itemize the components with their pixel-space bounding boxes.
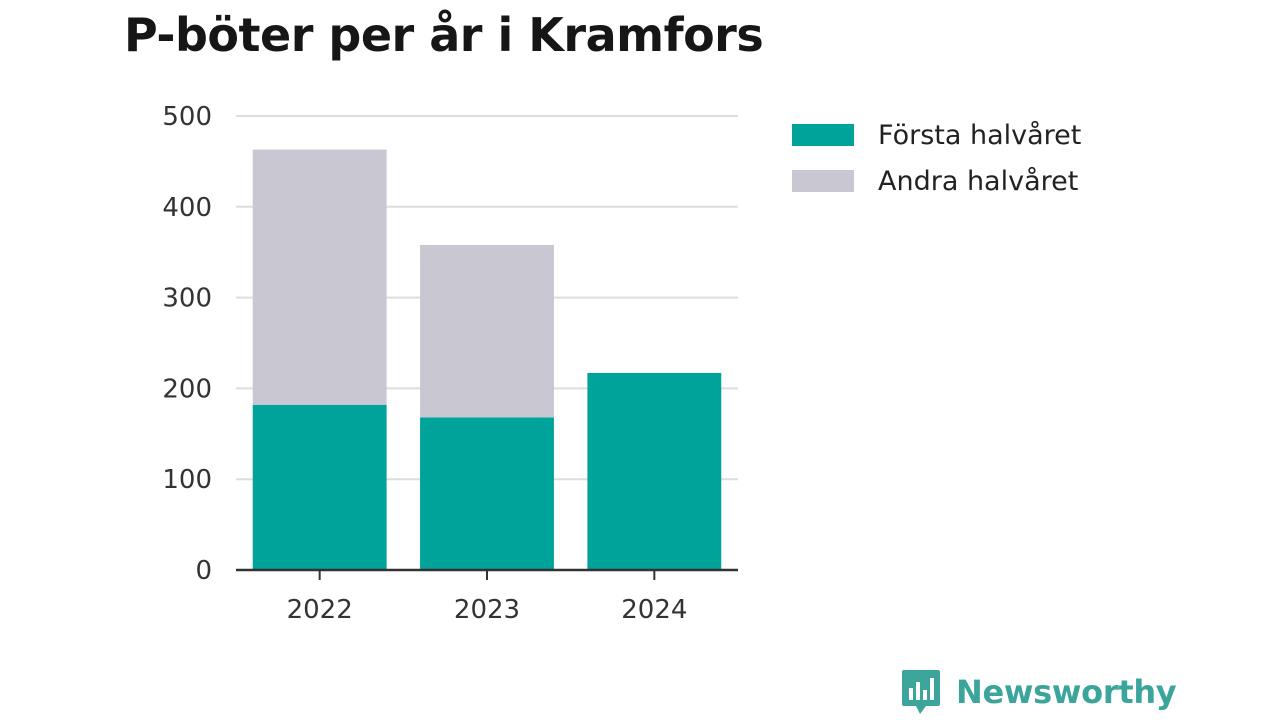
axes: 0 100 200 300 400 500 2022 2023 2024 bbox=[162, 102, 738, 625]
bar-2023-series-1 bbox=[420, 244, 554, 418]
x-tick-label-2024: 2024 bbox=[621, 595, 687, 625]
x-tick-label-2023: 2023 bbox=[454, 595, 520, 625]
legend-swatch-forsta-halvaret bbox=[792, 124, 854, 146]
legend: Första halvåret Andra halvåret bbox=[792, 112, 1081, 204]
brand-logo: Newsworthy bbox=[900, 668, 1177, 716]
x-tick-label-2022: 2022 bbox=[287, 595, 353, 625]
legend-swatch-andra-halvaret bbox=[792, 170, 854, 192]
bar-2023-series-0 bbox=[420, 417, 554, 570]
chart-title: P-böter per år i Kramfors bbox=[124, 8, 764, 62]
y-tick-label-300: 300 bbox=[162, 284, 212, 314]
y-tick-label-500: 500 bbox=[162, 102, 212, 132]
legend-item-andra-halvaret: Andra halvåret bbox=[792, 158, 1081, 204]
bar-2022-series-0 bbox=[252, 404, 387, 570]
bar-2022-series-1 bbox=[252, 149, 387, 405]
y-tick-label-100: 100 bbox=[162, 465, 212, 495]
newsworthy-logo-icon bbox=[902, 670, 940, 714]
y-tick-label-400: 400 bbox=[162, 193, 212, 223]
bar-2024-series-0 bbox=[587, 372, 722, 570]
brand-name: Newsworthy bbox=[956, 673, 1177, 711]
legend-item-forsta-halvaret: Första halvåret bbox=[792, 112, 1081, 158]
legend-label-forsta-halvaret: Första halvåret bbox=[878, 119, 1082, 151]
y-tick-label-0: 0 bbox=[195, 556, 212, 586]
y-tick-label-200: 200 bbox=[162, 374, 212, 404]
bars bbox=[252, 149, 722, 570]
legend-label-andra-halvaret: Andra halvåret bbox=[878, 165, 1079, 197]
